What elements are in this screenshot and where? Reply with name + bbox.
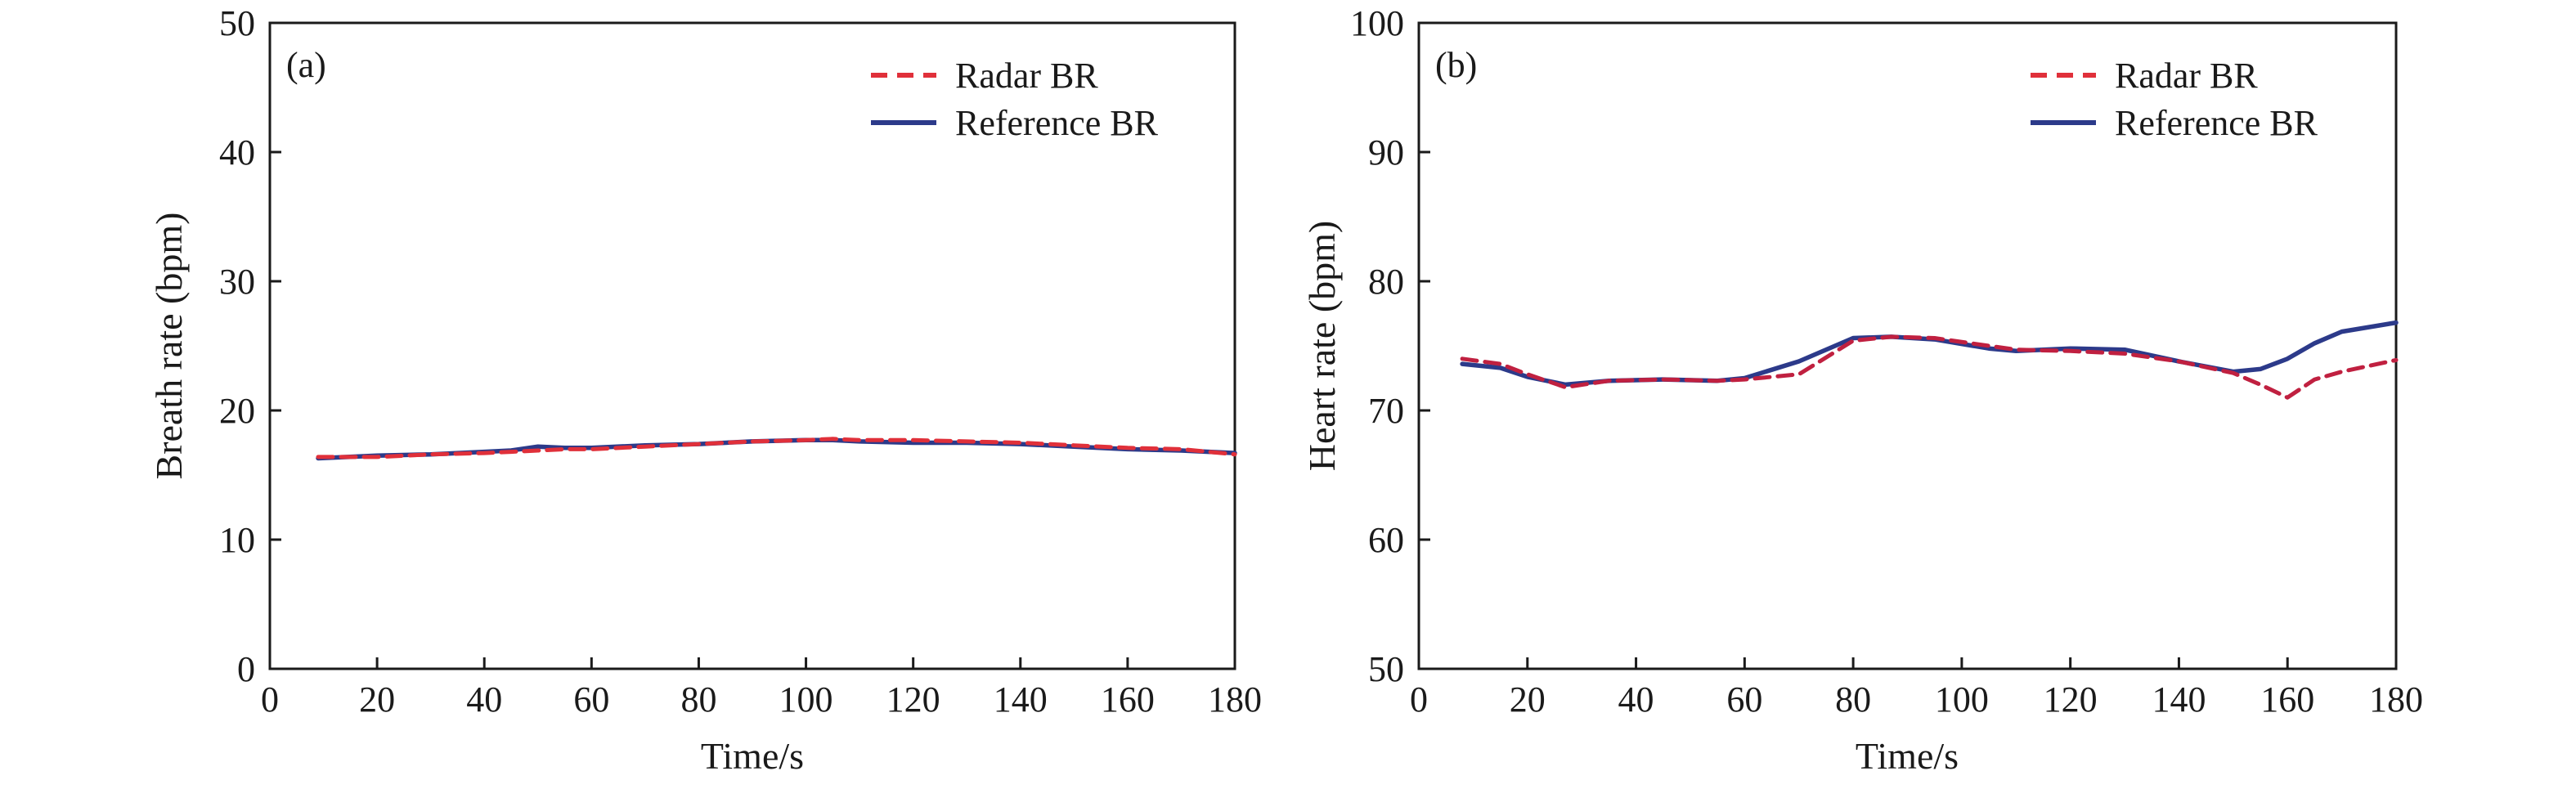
plot-frame [268,21,1236,670]
y-axis-ticks: 50 60 70 80 90 100 [1350,3,1430,689]
x-tick-label: 20 [1510,679,1546,720]
x-tick-label: 100 [1935,679,1989,720]
plot-frame [1417,21,2398,670]
x-tick-label: 60 [1726,679,1762,720]
legend-label-radar: Radar BR [2115,56,2258,96]
y-tick-label: 20 [219,391,255,431]
series-layer [316,437,1237,461]
x-tick-label: 160 [2260,679,2314,720]
y-tick-label: 40 [219,132,255,173]
x-axis-ticks: 0 20 40 60 80 100 120 140 160 180 [261,657,1262,720]
x-tick-label: 120 [886,679,940,720]
legend-label-reference: Reference BR [955,103,1159,143]
legend-label-radar: Radar BR [955,56,1098,96]
y-axis-label: Heart rate (bpm) [1301,221,1343,472]
x-tick-label: 40 [466,679,502,720]
y-axis-ticks: 0 10 20 30 40 50 [219,3,281,689]
x-tick-label: 180 [2369,679,2423,720]
y-tick-label: 70 [1368,391,1404,431]
series-layer [1460,320,2399,400]
x-tick-label: 120 [2044,679,2098,720]
radar-br-line [316,437,1237,460]
legend-label-reference: Reference BR [2115,103,2318,143]
legend: Radar BR Reference BR [2031,56,2318,143]
x-tick-label: 140 [994,679,1048,720]
heart-rate-panel: (b) Time/s Heart rate (bpm) Radar BR Ref… [1301,3,2423,777]
x-tick-label: 0 [1410,679,1428,720]
x-tick-label: 160 [1101,679,1155,720]
x-tick-label: 20 [359,679,395,720]
y-tick-label: 10 [219,520,255,560]
y-tick-label: 0 [237,649,255,689]
x-axis-ticks: 0 20 40 60 80 100 120 140 160 180 [1410,657,2423,720]
y-tick-label: 80 [1368,262,1404,302]
y-tick-label: 50 [219,3,255,43]
y-tick-label: 30 [219,262,255,302]
panel-label: (a) [286,45,326,85]
x-tick-label: 80 [680,679,716,720]
y-tick-label: 60 [1368,520,1404,560]
y-axis-label: Breath rate (bpm) [148,213,190,480]
x-tick-label: 40 [1618,679,1654,720]
y-tick-label: 90 [1368,132,1404,173]
x-tick-label: 80 [1835,679,1871,720]
x-axis-label: Time/s [1856,735,1959,777]
x-tick-label: 0 [261,679,279,720]
x-tick-label: 140 [2152,679,2206,720]
legend: Radar BR Reference BR [871,56,1159,143]
y-tick-label: 50 [1368,649,1404,689]
x-tick-label: 60 [573,679,609,720]
x-axis-label: Time/s [701,735,804,777]
y-tick-label: 100 [1350,3,1404,43]
breath-rate-panel: (a) Time/s Breath rate (bpm) Radar BR Re… [148,3,1262,777]
panel-label: (b) [1435,45,1477,85]
radar-br-line [1460,334,2399,400]
x-tick-label: 180 [1208,679,1262,720]
x-tick-label: 100 [779,679,833,720]
